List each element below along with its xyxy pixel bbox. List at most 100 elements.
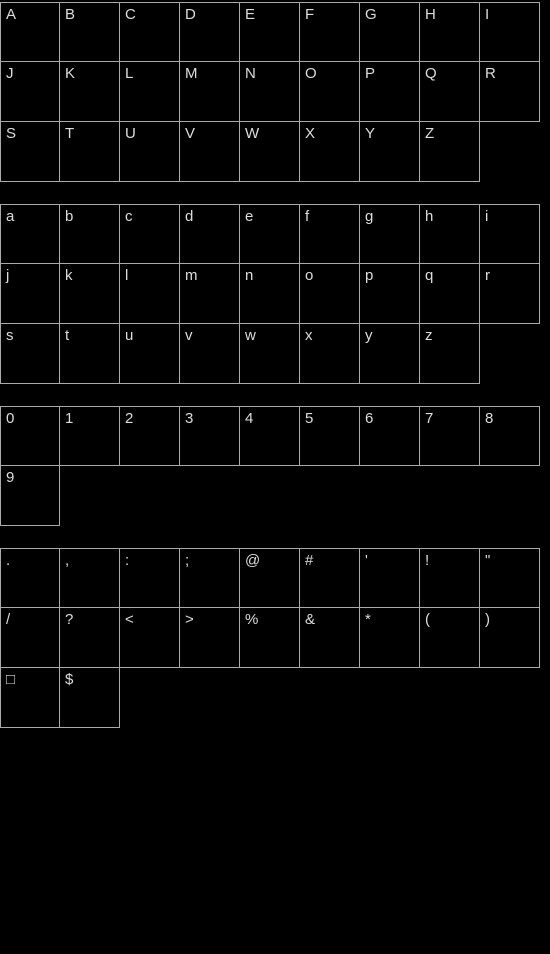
- glyph-label: h: [425, 208, 433, 225]
- glyph-row: 012345678: [0, 406, 540, 466]
- glyph-label: j: [6, 267, 9, 284]
- glyph-cell: E: [240, 2, 300, 62]
- glyph-row: 9: [0, 466, 540, 526]
- glyph-row: ABCDEFGHI: [0, 2, 540, 62]
- glyph-label: %: [245, 611, 258, 628]
- glyph-cell: ;: [180, 548, 240, 608]
- glyph-cell: [120, 466, 180, 526]
- glyph-cell: y: [360, 324, 420, 384]
- glyph-cell: >: [180, 608, 240, 668]
- glyph-label: S: [6, 125, 16, 142]
- glyph-cell: [180, 466, 240, 526]
- glyph-cell: N: [240, 62, 300, 122]
- glyph-cell: s: [0, 324, 60, 384]
- glyph-label: f: [305, 208, 309, 225]
- glyph-label: m: [185, 267, 198, 284]
- glyph-label: 8: [485, 410, 493, 427]
- glyph-cell: B: [60, 2, 120, 62]
- glyph-label: y: [365, 327, 373, 344]
- glyph-label: 5: [305, 410, 313, 427]
- glyph-cell: [420, 668, 480, 728]
- glyph-cell: 9: [0, 466, 60, 526]
- glyph-cell: I: [480, 2, 540, 62]
- glyph-cell: !: [420, 548, 480, 608]
- glyph-cell: g: [360, 204, 420, 264]
- glyph-cell: n: [240, 264, 300, 324]
- glyph-cell: %: [240, 608, 300, 668]
- glyph-cell: T: [60, 122, 120, 182]
- glyph-cell: 0: [0, 406, 60, 466]
- glyph-cell: L: [120, 62, 180, 122]
- glyph-label: P: [365, 65, 375, 82]
- glyph-cell: [120, 668, 180, 728]
- glyph-label: 0: [6, 410, 14, 427]
- glyph-label: F: [305, 6, 314, 23]
- glyph-cell: &: [300, 608, 360, 668]
- glyph-cell: <: [120, 608, 180, 668]
- glyph-cell: [300, 668, 360, 728]
- glyph-label: (: [425, 611, 430, 628]
- glyph-cell: ": [480, 548, 540, 608]
- glyph-cell: □: [0, 668, 60, 728]
- glyph-row: /?<>%&*(): [0, 608, 540, 668]
- glyph-label: C: [125, 6, 136, 23]
- glyph-cell: S: [0, 122, 60, 182]
- glyph-label: o: [305, 267, 313, 284]
- glyph-label: a: [6, 208, 14, 225]
- glyph-label: Y: [365, 125, 375, 142]
- glyph-label: □: [6, 671, 15, 688]
- glyph-cell: P: [360, 62, 420, 122]
- glyph-cell: [360, 668, 420, 728]
- glyph-cell: (: [420, 608, 480, 668]
- glyph-cell: [480, 122, 540, 182]
- glyph-cell: 5: [300, 406, 360, 466]
- glyph-label: Z: [425, 125, 434, 142]
- glyph-label: 1: [65, 410, 73, 427]
- glyph-cell: [300, 466, 360, 526]
- glyph-label: s: [6, 327, 14, 344]
- glyph-label: U: [125, 125, 136, 142]
- glyph-label: I: [485, 6, 489, 23]
- glyph-cell: a: [0, 204, 60, 264]
- glyph-cell: 8: [480, 406, 540, 466]
- glyph-row: abcdefghi: [0, 204, 540, 264]
- glyph-section: 0123456789: [0, 406, 540, 526]
- glyph-cell: F: [300, 2, 360, 62]
- glyph-cell: O: [300, 62, 360, 122]
- glyph-cell: o: [300, 264, 360, 324]
- glyph-label: k: [65, 267, 73, 284]
- glyph-cell: V: [180, 122, 240, 182]
- glyph-cell: h: [420, 204, 480, 264]
- glyph-cell: k: [60, 264, 120, 324]
- glyph-cell: t: [60, 324, 120, 384]
- glyph-cell: D: [180, 2, 240, 62]
- glyph-label: A: [6, 6, 16, 23]
- glyph-label: i: [485, 208, 488, 225]
- glyph-cell: M: [180, 62, 240, 122]
- glyph-label: H: [425, 6, 436, 23]
- glyph-cell: [180, 668, 240, 728]
- glyph-label: B: [65, 6, 75, 23]
- glyph-cell: q: [420, 264, 480, 324]
- glyph-label: <: [125, 611, 134, 628]
- glyph-label: ,: [65, 552, 69, 569]
- glyph-cell: H: [420, 2, 480, 62]
- glyph-label: b: [65, 208, 73, 225]
- glyph-label: $: [65, 671, 73, 688]
- glyph-cell: i: [480, 204, 540, 264]
- glyph-label: e: [245, 208, 253, 225]
- glyph-label: L: [125, 65, 133, 82]
- glyph-cell: f: [300, 204, 360, 264]
- glyph-label: 9: [6, 469, 14, 486]
- glyph-label: p: [365, 267, 373, 284]
- glyph-label: Q: [425, 65, 437, 82]
- glyph-label: v: [185, 327, 193, 344]
- glyph-label: q: [425, 267, 433, 284]
- glyph-cell: $: [60, 668, 120, 728]
- glyph-label: X: [305, 125, 315, 142]
- glyph-cell: c: [120, 204, 180, 264]
- glyph-label: /: [6, 611, 10, 628]
- glyph-label: x: [305, 327, 313, 344]
- glyph-cell: X: [300, 122, 360, 182]
- glyph-label: 2: [125, 410, 133, 427]
